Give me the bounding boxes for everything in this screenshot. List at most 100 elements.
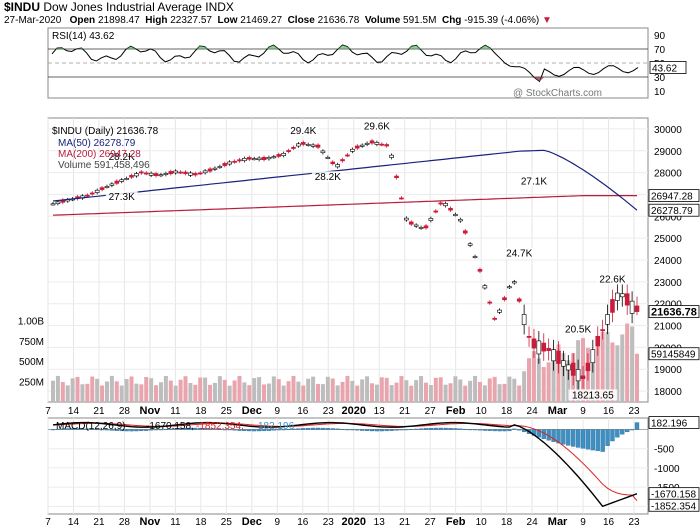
x-tick-label-bottom: 16 <box>603 517 615 528</box>
x-tick-label-top: 21 <box>399 406 411 417</box>
volume-bar <box>320 384 325 402</box>
candle-body <box>153 173 159 177</box>
x-tick-label-bottom: 23 <box>628 517 640 528</box>
volume-bar <box>497 384 502 402</box>
candle-body <box>232 160 237 163</box>
volume-bar <box>168 380 173 402</box>
volume-bar <box>217 376 222 402</box>
volume-bar <box>369 383 374 402</box>
volume-bar <box>237 375 242 402</box>
volume-bar <box>595 343 600 402</box>
macd-hist-value-label-box <box>648 416 700 429</box>
x-tick-label-top: Dec <box>242 405 262 417</box>
macd-histogram-bar <box>620 429 625 435</box>
candle-body <box>526 335 532 338</box>
macd-histogram-bar <box>389 429 394 431</box>
price-annotation-bg <box>562 323 595 335</box>
candle-body <box>305 144 311 146</box>
volume-value-label: 59145849 <box>651 350 696 361</box>
x-tick-label-bottom: 14 <box>68 517 80 528</box>
volume-bar <box>561 353 566 402</box>
volume-bar <box>468 380 473 402</box>
grid-lines <box>47 48 648 514</box>
ma50-legend: MA(50) 26278.79 <box>58 138 136 149</box>
macd-histogram-bar <box>291 428 296 430</box>
volume-bar <box>458 379 463 402</box>
volume-bar <box>448 383 453 402</box>
candle-body <box>536 340 542 355</box>
candle-body <box>99 187 105 190</box>
candle-body <box>428 218 434 221</box>
volume-value-box <box>648 347 700 361</box>
price-y-tick-label: 21000 <box>654 322 682 333</box>
candle-body <box>404 217 409 221</box>
candle-body <box>413 224 419 227</box>
candle-body <box>565 364 571 371</box>
candle-body <box>443 203 448 207</box>
volume-bar <box>222 379 227 402</box>
candle-body <box>50 203 56 206</box>
candle-body <box>605 314 610 325</box>
volume-bar <box>276 379 281 402</box>
macd-histogram-bar <box>90 428 95 430</box>
macd-histogram-bar <box>306 427 311 430</box>
volume-bar <box>70 378 75 402</box>
volume-bar <box>487 378 492 402</box>
volume-bar <box>517 385 522 402</box>
ma50-line <box>52 149 638 211</box>
candle-body <box>85 194 90 197</box>
macd-histogram-bar <box>60 428 65 430</box>
volume-bar <box>242 382 247 402</box>
macd-histogram-bar <box>399 429 404 431</box>
macd-histogram-bar <box>418 428 424 430</box>
volume-bar <box>541 367 546 402</box>
x-tick-label-bottom: 28 <box>119 517 131 528</box>
symbol: $INDU <box>4 0 41 14</box>
volume-bar <box>203 377 208 402</box>
x-tick-label-top: 23 <box>323 406 335 417</box>
candle-body <box>369 140 375 144</box>
candle-body <box>129 175 134 178</box>
candle-body <box>139 171 144 174</box>
volume-bar <box>291 375 296 402</box>
macd-histogram-bar <box>634 422 640 430</box>
candle-body <box>345 154 350 157</box>
x-tick-label-top: 25 <box>221 406 233 417</box>
volume-bar <box>306 378 311 402</box>
price-annotation-bg <box>596 273 629 285</box>
candle-body <box>394 175 399 179</box>
volume-bar <box>590 353 595 402</box>
volume-bar <box>625 323 630 402</box>
volume-bar <box>620 334 625 402</box>
candle-body <box>619 293 625 298</box>
macd-histogram-bar <box>428 427 434 430</box>
x-tick-label-bottom: 7 <box>45 517 51 528</box>
candle-body <box>251 158 257 161</box>
candle-body <box>163 173 169 175</box>
volume-bar <box>453 376 458 402</box>
x-tick-label-top: 23 <box>628 406 640 417</box>
candle-body <box>384 144 390 147</box>
macd-histogram-bar <box>217 429 223 430</box>
rsi-overbought-fill <box>52 45 638 49</box>
candle-body <box>114 180 120 184</box>
candle-body <box>183 171 188 174</box>
macd-histogram-bar <box>610 429 615 442</box>
macd-histogram-bar <box>310 427 316 430</box>
macd-histogram-bar <box>458 428 463 430</box>
low-value: 21469.27 <box>240 15 283 26</box>
macd-y-tick-label: -1000 <box>654 464 680 475</box>
volume-bar <box>374 384 379 402</box>
macd-histogram-bar <box>149 429 154 431</box>
price-annotation-bg <box>503 247 536 259</box>
volume-bar <box>257 377 262 402</box>
volume-bar <box>51 380 55 402</box>
macd-histogram-bar <box>615 429 620 438</box>
macd-histogram-bar <box>320 427 326 430</box>
volume-bar <box>463 385 468 402</box>
volume-bar <box>286 381 291 402</box>
candle-body <box>512 281 517 284</box>
candle-body <box>458 219 463 222</box>
x-tick-label-top: 13 <box>374 406 386 417</box>
price-annotation: 28.2K <box>109 152 135 163</box>
